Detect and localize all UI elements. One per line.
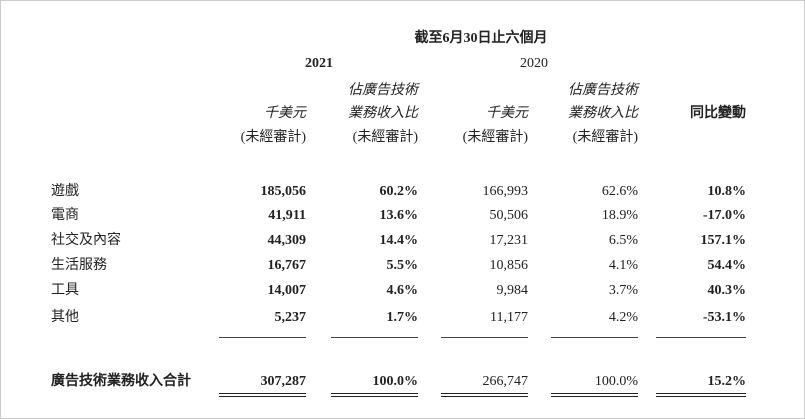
row-label: 工具 <box>51 283 79 298</box>
column-header: 千美元 <box>486 106 528 121</box>
total-rule <box>656 393 746 397</box>
cell: 5,237 <box>274 310 307 325</box>
column-header: 業務收入比 <box>348 106 418 121</box>
row-label: 其他 <box>51 310 79 325</box>
cell: 10,856 <box>489 258 529 273</box>
cell: 5.5% <box>386 258 419 273</box>
cell: 166,993 <box>482 184 529 199</box>
total-cell: 307,287 <box>260 374 307 389</box>
cell: 16,767 <box>267 258 307 273</box>
column-header: (未經審計) <box>240 130 306 145</box>
cell: 4.1% <box>608 258 638 273</box>
cell: 60.2% <box>379 184 419 199</box>
cell: 14,007 <box>267 283 307 298</box>
cell: 4.2% <box>608 310 638 325</box>
cell: 17,231 <box>489 233 529 248</box>
cell: 11,177 <box>490 310 528 325</box>
cell: 3.7% <box>608 283 638 298</box>
row-label: 生活服務 <box>51 258 107 273</box>
total-cell: 15.2% <box>707 374 747 389</box>
total-cell: 266,747 <box>482 374 529 389</box>
cell: 44,309 <box>267 233 307 248</box>
row-label: 遊戲 <box>51 184 79 199</box>
cell: 62.6% <box>601 184 638 199</box>
cell: 157.1% <box>700 233 747 248</box>
cell: 185,056 <box>260 184 307 199</box>
cell: 14.4% <box>379 233 419 248</box>
cell: -53.1% <box>702 310 746 325</box>
row-label: 社交及內容 <box>51 233 121 248</box>
row-label: 電商 <box>51 208 79 223</box>
column-header: (未經審計) <box>572 130 638 145</box>
cell: 40.3% <box>707 283 747 298</box>
subtotal-rule <box>656 337 746 338</box>
column-header: 千美元 <box>264 106 306 121</box>
column-header: (未經審計) <box>352 130 418 145</box>
column-header: 佔廣告技術 <box>568 83 638 98</box>
subtotal-rule <box>219 337 306 338</box>
subtotal-rule <box>551 337 638 338</box>
cell: 9,984 <box>496 283 529 298</box>
total-rule <box>219 393 306 397</box>
total-cell: 100.0% <box>594 374 638 389</box>
year-header: 2021 <box>305 56 333 71</box>
column-header: 業務收入比 <box>568 106 638 121</box>
cell: 54.4% <box>707 258 747 273</box>
cell: 50,506 <box>489 208 529 223</box>
cell: -17.0% <box>702 208 746 223</box>
total-rule <box>441 393 528 397</box>
column-header: 佔廣告技術 <box>348 83 418 98</box>
cell: 18.9% <box>601 208 638 223</box>
cell: 6.5% <box>608 233 638 248</box>
subtotal-rule <box>331 337 418 338</box>
total-label: 廣告技術業務收入合計 <box>51 374 191 389</box>
subtotal-rule <box>441 337 528 338</box>
cell: 4.6% <box>386 283 419 298</box>
year-header: 2020 <box>520 56 548 71</box>
total-rule <box>331 393 418 397</box>
cell: 41,911 <box>268 208 306 223</box>
total-rule <box>551 393 638 397</box>
period-header: 截至6月30日止六個月 <box>414 31 548 46</box>
cell: 10.8% <box>707 184 747 199</box>
cell: 1.7% <box>386 310 419 325</box>
column-header: 同比變動 <box>690 106 746 121</box>
column-header: (未經審計) <box>462 130 528 145</box>
cell: 13.6% <box>379 208 419 223</box>
total-cell: 100.0% <box>372 374 419 389</box>
